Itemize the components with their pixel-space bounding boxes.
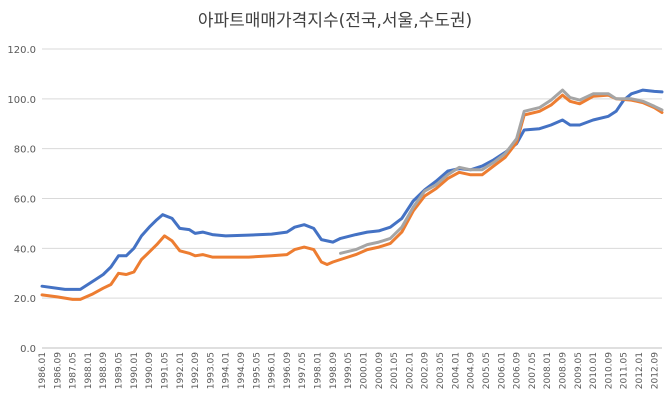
x-tick-label: 1990.09 bbox=[145, 352, 155, 389]
x-tick-label: 1992.01 bbox=[176, 352, 186, 389]
x-tick-label: 2009.05 bbox=[574, 352, 584, 389]
x-tick-label: 2008.09 bbox=[558, 352, 568, 389]
x-tick-label: 1988.09 bbox=[99, 352, 109, 389]
x-tick-label: 2012.01 bbox=[635, 352, 645, 389]
x-tick-label: 1993.05 bbox=[206, 352, 216, 389]
chart-title: 아파트매매가격지수(전국,서울,수도권) bbox=[197, 11, 473, 31]
x-tick-label: 2004.09 bbox=[467, 352, 477, 389]
y-tick-label: 20.0 bbox=[14, 294, 36, 305]
x-tick-label: 1986.01 bbox=[38, 352, 48, 389]
x-tick-label: 1999.05 bbox=[344, 352, 354, 389]
x-tick-label: 2006.01 bbox=[497, 352, 507, 389]
x-tick-label: 1998.01 bbox=[314, 352, 324, 389]
x-tick-label: 1996.09 bbox=[283, 352, 293, 389]
y-tick-label: 80.0 bbox=[14, 145, 36, 156]
x-tick-label: 1992.09 bbox=[191, 352, 201, 389]
x-tick-label: 2001.05 bbox=[390, 352, 400, 389]
x-tick-label: 1991.05 bbox=[160, 352, 170, 389]
series-line-3 bbox=[339, 88, 664, 255]
x-tick-label: 1994.01 bbox=[222, 352, 232, 389]
x-tick-label: 2002.01 bbox=[405, 352, 415, 389]
x-tick-label: 2003.05 bbox=[436, 352, 446, 389]
x-tick-label: 2011.05 bbox=[620, 352, 630, 389]
x-tick-label: 2002.09 bbox=[421, 352, 431, 389]
x-tick-label: 1994.09 bbox=[237, 352, 247, 389]
x-tick-label: 2012.09 bbox=[650, 352, 660, 389]
x-tick-label: 1988.01 bbox=[84, 352, 94, 389]
x-tick-label: 2006.09 bbox=[513, 352, 523, 389]
x-tick-label: 1997.05 bbox=[298, 352, 308, 389]
x-tick-label: 2010.09 bbox=[604, 352, 614, 389]
x-tick-label: 2000.01 bbox=[359, 352, 369, 389]
x-tick-label: 1987.05 bbox=[69, 352, 79, 389]
x-tick-label: 1995.05 bbox=[252, 352, 262, 389]
series-line-2 bbox=[40, 93, 664, 301]
x-tick-label: 2005.05 bbox=[482, 352, 492, 389]
y-tick-label: 100.0 bbox=[7, 95, 36, 106]
x-tick-label: 2004.01 bbox=[451, 352, 461, 389]
x-tick-label: 2008.01 bbox=[543, 352, 553, 389]
x-tick-label: 1986.09 bbox=[53, 352, 63, 389]
y-tick-label: 120.0 bbox=[7, 45, 36, 56]
y-tick-label: 0.0 bbox=[20, 344, 36, 355]
x-tick-label: 2000.09 bbox=[375, 352, 385, 389]
x-tick-label: 1989.05 bbox=[115, 352, 125, 389]
x-tick-label: 1998.09 bbox=[329, 352, 339, 389]
y-tick-label: 60.0 bbox=[14, 195, 36, 206]
y-tick-label: 40.0 bbox=[14, 244, 36, 255]
series-line-1 bbox=[40, 88, 664, 291]
x-tick-label: 2010.01 bbox=[589, 352, 599, 389]
x-tick-label: 1990.01 bbox=[130, 352, 140, 389]
x-tick-label: 1996.01 bbox=[268, 352, 278, 389]
x-tick-label: 2007.05 bbox=[528, 352, 538, 389]
